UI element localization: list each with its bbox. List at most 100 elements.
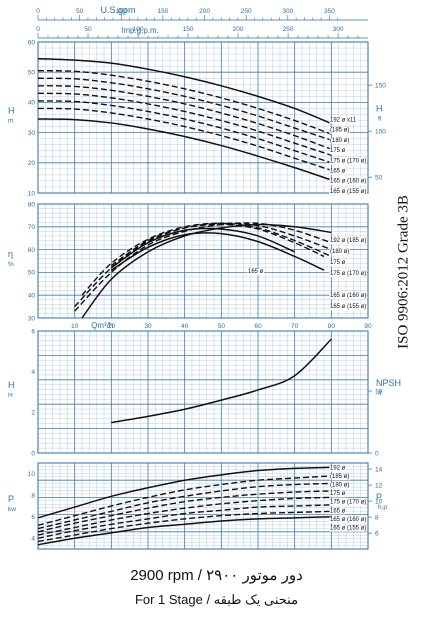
curve-label-bg [329,147,347,155]
curve-label-bg [329,473,350,481]
y-tick-label: 10 [28,471,36,478]
right-axis-unit: ft [378,390,382,397]
curve-label: 165 ø [248,269,264,275]
y-axis-title: P [8,494,14,504]
flow-tick-label: 10 [71,323,79,330]
right-tick-label: 10 [375,498,383,505]
curve-label: 192 ø [330,465,346,471]
curve-label-bg [329,237,367,245]
series-line [37,107,332,172]
y-axis-title: H [8,106,15,116]
curve-label-bg [329,158,367,165]
usgpm-tick-label: 300 [282,8,293,15]
series-line [37,475,332,527]
series-line [37,516,332,546]
impgpm-tick-label: 0 [36,26,40,33]
curve-label: 192 ø x11 [330,118,357,124]
series-line [111,338,332,424]
y-tick-label: 8 [31,493,35,500]
right-tick-label: 8 [375,514,379,521]
curve-label-bg [329,303,367,311]
right-tick-label: 6 [375,530,379,537]
curve-label-bg [329,490,347,498]
y-tick-label: 2 [31,410,35,417]
curve-label-bg [329,248,350,256]
right-axis-title: NPSH [376,378,401,388]
curve-label: 175 ø [330,260,346,266]
y-tick-label: 10 [28,190,36,197]
y-tick-label: 4 [31,536,35,543]
curve-label-bg [329,508,347,515]
y-tick-label: 6 [31,328,35,335]
curve-label-bg [329,292,367,300]
iso-standard-label: ISO 9906:2012 Grade 3B [395,195,412,349]
curve-label-bg [329,137,350,145]
y-axis-unit: kw [8,506,16,513]
usgpm-axis-title: U.S.gpm [100,5,135,15]
right-tick-label: 14 [375,466,383,473]
panel-frame [37,462,369,550]
y-tick-label: 30 [28,130,36,137]
curve-label-bg [329,117,358,124]
curve-label: 165 ø [330,169,346,175]
curve-label-bg [329,188,367,196]
series-line [110,227,295,269]
series-line [37,510,332,543]
y-tick-label: 6 [31,514,35,521]
series-line [37,92,332,156]
curve-label-bg [329,525,367,532]
usgpm-tick-label: 200 [199,8,210,15]
y-tick-label: 70 [28,224,36,231]
panel-frame [37,41,369,194]
right-axis-title: H [376,104,383,114]
series-line [37,77,332,141]
impgpm-tick-label: 150 [183,26,194,33]
caption-stage: For 1 Stage / منحنی یک طبقه [134,592,299,607]
series-line [81,223,332,319]
curve-label-bg [329,168,347,175]
curve-label: 165 ø (155 ø) [330,304,366,310]
series-line [37,118,332,181]
series-line [37,57,332,125]
right-tick-label: 150 [375,82,386,89]
panel-frame [37,330,369,454]
right-tick-label: 100 [375,128,386,135]
series-line [37,69,332,135]
y-axis-title: H [8,380,15,390]
series-line [81,222,332,296]
right-axis-unit: ft [378,116,382,123]
y-tick-label: 40 [28,293,36,300]
curve-label: 175 ø (170 ø) [330,500,366,506]
series-line [37,85,332,150]
series-line [110,232,325,271]
y-axis-title: η [8,249,13,259]
curve-label: 165 ø (160 ø) [330,293,366,299]
right-tick-label: 10 [375,388,383,395]
curve-label: 192 ø (185 ø) [330,238,366,244]
right-tick-label: 12 [375,482,383,489]
flow-tick-label: 60 [254,323,262,330]
y-tick-label: 0 [31,450,35,457]
flow-tick-label: 90 [364,323,372,330]
y-axis-unit: % [8,261,14,268]
series-line [37,504,332,539]
right-tick-label: 0 [375,450,379,457]
curve-label-bg [329,499,367,506]
flow-axis-title: Qm³/h [91,321,113,330]
series-line [37,466,332,519]
curve-label: 175 ø (170 ø) [330,271,366,277]
y-tick-label: 50 [28,270,36,277]
curve-label: (180 ø) [330,138,349,144]
curve-label: 175 ø [330,148,346,154]
curve-label-bg [329,259,347,267]
curve-label-bg [329,270,367,278]
y-tick-label: 60 [28,39,36,46]
curve-label: 165 ø (160 ø) [330,517,366,523]
flow-tick-label: 20 [108,323,116,330]
curve-label-bg [329,482,350,489]
curve-label: (180 ø) [330,249,349,255]
series-line [37,100,332,164]
series-line [110,223,325,267]
